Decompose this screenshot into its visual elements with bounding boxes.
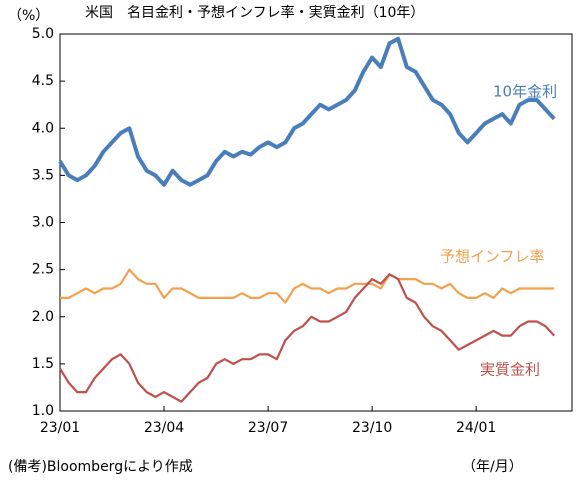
series-line [60,268,555,304]
source-note: (備考)Bloombergにより作成 [8,459,193,475]
series-line [59,273,556,403]
series-label: 10年金利 [493,83,557,101]
x-unit: （年/月） [462,459,523,475]
y-tick-label: 4.5 [32,73,54,89]
y-tick-label: 3.0 [32,215,54,231]
x-tick-label: 23/01 [40,420,80,436]
y-unit: （%） [8,8,49,24]
y-tick-label: 4.0 [32,120,54,136]
chart-title: 米国 名目金利・予想インフレ率・実質金利（10年） [85,4,424,21]
x-tick-label: 23/10 [352,420,392,436]
y-tick-label: 3.5 [32,167,54,183]
y-tick-label: 2.0 [32,309,54,325]
series-label: 実質金利 [480,361,540,379]
y-tick-label: 5.0 [32,26,54,42]
series-line [58,36,556,187]
x-tick-label: 23/04 [144,420,184,436]
series-label: 予想インフレ率 [440,248,545,266]
x-tick-label: 23/07 [248,420,288,436]
y-tick-label: 2.5 [32,262,54,278]
x-tick-label: 24/01 [456,420,496,436]
y-tick-label: 1.5 [32,356,54,372]
y-tick-label: 1.0 [32,403,54,419]
